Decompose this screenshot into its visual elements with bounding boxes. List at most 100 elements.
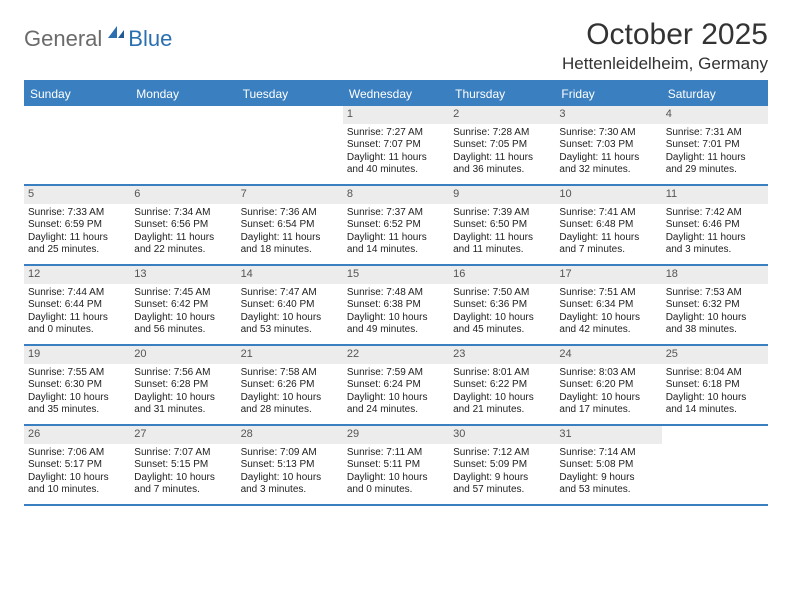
sunrise-text: Sunrise: 8:03 AM: [559, 367, 657, 380]
day-number: 7: [237, 186, 343, 204]
sunset-text: Sunset: 6:22 PM: [453, 379, 551, 392]
sunset-text: Sunset: 7:03 PM: [559, 139, 657, 152]
daylight2-text: and 14 minutes.: [666, 404, 764, 417]
header-row: General Blue October 2025 Hettenleidelhe…: [24, 18, 768, 74]
day-cell: 21Sunrise: 7:58 AMSunset: 6:26 PMDayligh…: [237, 346, 343, 424]
sunrise-text: Sunrise: 7:31 AM: [666, 127, 764, 140]
day-number: 21: [237, 346, 343, 364]
day-cell: 24Sunrise: 8:03 AMSunset: 6:20 PMDayligh…: [555, 346, 661, 424]
day-cell: 3Sunrise: 7:30 AMSunset: 7:03 PMDaylight…: [555, 106, 661, 184]
day-cell: 11Sunrise: 7:42 AMSunset: 6:46 PMDayligh…: [662, 186, 768, 264]
daylight1-text: Daylight: 10 hours: [559, 392, 657, 405]
day-cell: 18Sunrise: 7:53 AMSunset: 6:32 PMDayligh…: [662, 266, 768, 344]
day-cell: [24, 106, 130, 184]
sunset-text: Sunset: 5:08 PM: [559, 459, 657, 472]
day-cell: 23Sunrise: 8:01 AMSunset: 6:22 PMDayligh…: [449, 346, 555, 424]
day-cell: 6Sunrise: 7:34 AMSunset: 6:56 PMDaylight…: [130, 186, 236, 264]
sunset-text: Sunset: 7:07 PM: [347, 139, 445, 152]
sunset-text: Sunset: 5:09 PM: [453, 459, 551, 472]
day-cell: 7Sunrise: 7:36 AMSunset: 6:54 PMDaylight…: [237, 186, 343, 264]
daylight1-text: Daylight: 10 hours: [666, 312, 764, 325]
day-number: 11: [662, 186, 768, 204]
daylight2-text: and 18 minutes.: [241, 244, 339, 257]
daylight1-text: Daylight: 11 hours: [347, 152, 445, 165]
sunset-text: Sunset: 6:48 PM: [559, 219, 657, 232]
day-number: 22: [343, 346, 449, 364]
day-cell: 25Sunrise: 8:04 AMSunset: 6:18 PMDayligh…: [662, 346, 768, 424]
daylight1-text: Daylight: 10 hours: [28, 392, 126, 405]
sunset-text: Sunset: 7:01 PM: [666, 139, 764, 152]
day-cell: 29Sunrise: 7:11 AMSunset: 5:11 PMDayligh…: [343, 426, 449, 504]
daylight2-text: and 22 minutes.: [134, 244, 232, 257]
sunset-text: Sunset: 6:44 PM: [28, 299, 126, 312]
sunset-text: Sunset: 6:40 PM: [241, 299, 339, 312]
day-cell: 4Sunrise: 7:31 AMSunset: 7:01 PMDaylight…: [662, 106, 768, 184]
day-cell: 30Sunrise: 7:12 AMSunset: 5:09 PMDayligh…: [449, 426, 555, 504]
sunrise-text: Sunrise: 8:04 AM: [666, 367, 764, 380]
sunrise-text: Sunrise: 7:55 AM: [28, 367, 126, 380]
sunset-text: Sunset: 6:46 PM: [666, 219, 764, 232]
week-row: 12Sunrise: 7:44 AMSunset: 6:44 PMDayligh…: [24, 266, 768, 346]
sunset-text: Sunset: 6:26 PM: [241, 379, 339, 392]
day-number: 17: [555, 266, 661, 284]
sunrise-text: Sunrise: 7:36 AM: [241, 207, 339, 220]
week-row: 1Sunrise: 7:27 AMSunset: 7:07 PMDaylight…: [24, 106, 768, 186]
sunrise-text: Sunrise: 7:51 AM: [559, 287, 657, 300]
daylight1-text: Daylight: 11 hours: [134, 232, 232, 245]
sunrise-text: Sunrise: 7:47 AM: [241, 287, 339, 300]
sunset-text: Sunset: 6:32 PM: [666, 299, 764, 312]
daylight1-text: Daylight: 10 hours: [347, 312, 445, 325]
daylight1-text: Daylight: 10 hours: [28, 472, 126, 485]
daylight2-text: and 36 minutes.: [453, 164, 551, 177]
daylight2-text: and 32 minutes.: [559, 164, 657, 177]
daylight1-text: Daylight: 10 hours: [241, 392, 339, 405]
daylight2-text: and 40 minutes.: [347, 164, 445, 177]
daylight1-text: Daylight: 11 hours: [28, 312, 126, 325]
sunrise-text: Sunrise: 7:39 AM: [453, 207, 551, 220]
sunrise-text: Sunrise: 7:30 AM: [559, 127, 657, 140]
day-number: 16: [449, 266, 555, 284]
daylight1-text: Daylight: 10 hours: [559, 312, 657, 325]
daylight2-text: and 7 minutes.: [134, 484, 232, 497]
sunrise-text: Sunrise: 7:12 AM: [453, 447, 551, 460]
day-number: 4: [662, 106, 768, 124]
logo-text-1: General: [24, 26, 102, 52]
day-number: 31: [555, 426, 661, 444]
sunrise-text: Sunrise: 7:50 AM: [453, 287, 551, 300]
dow-row: Sunday Monday Tuesday Wednesday Thursday…: [24, 82, 768, 106]
daylight1-text: Daylight: 11 hours: [559, 232, 657, 245]
day-number: 5: [24, 186, 130, 204]
sunrise-text: Sunrise: 7:33 AM: [28, 207, 126, 220]
day-number: 18: [662, 266, 768, 284]
dow-sunday: Sunday: [24, 82, 130, 106]
day-number: 19: [24, 346, 130, 364]
day-cell: 1Sunrise: 7:27 AMSunset: 7:07 PMDaylight…: [343, 106, 449, 184]
daylight2-text: and 3 minutes.: [666, 244, 764, 257]
daylight1-text: Daylight: 11 hours: [241, 232, 339, 245]
daylight2-text: and 56 minutes.: [134, 324, 232, 337]
sunset-text: Sunset: 6:30 PM: [28, 379, 126, 392]
daylight2-text: and 10 minutes.: [28, 484, 126, 497]
calendar-page: General Blue October 2025 Hettenleidelhe…: [0, 0, 792, 516]
daylight2-text: and 49 minutes.: [347, 324, 445, 337]
sunrise-text: Sunrise: 7:14 AM: [559, 447, 657, 460]
sunset-text: Sunset: 5:13 PM: [241, 459, 339, 472]
day-cell: 5Sunrise: 7:33 AMSunset: 6:59 PMDaylight…: [24, 186, 130, 264]
day-cell: 15Sunrise: 7:48 AMSunset: 6:38 PMDayligh…: [343, 266, 449, 344]
day-number: 2: [449, 106, 555, 124]
day-number: 20: [130, 346, 236, 364]
day-cell: 31Sunrise: 7:14 AMSunset: 5:08 PMDayligh…: [555, 426, 661, 504]
daylight2-text: and 17 minutes.: [559, 404, 657, 417]
day-cell: 8Sunrise: 7:37 AMSunset: 6:52 PMDaylight…: [343, 186, 449, 264]
day-cell: 17Sunrise: 7:51 AMSunset: 6:34 PMDayligh…: [555, 266, 661, 344]
daylight1-text: Daylight: 11 hours: [453, 232, 551, 245]
sunset-text: Sunset: 5:11 PM: [347, 459, 445, 472]
day-cell: [130, 106, 236, 184]
daylight1-text: Daylight: 9 hours: [453, 472, 551, 485]
daylight2-text: and 53 minutes.: [559, 484, 657, 497]
day-number: 3: [555, 106, 661, 124]
daylight1-text: Daylight: 10 hours: [347, 392, 445, 405]
week-row: 19Sunrise: 7:55 AMSunset: 6:30 PMDayligh…: [24, 346, 768, 426]
sunset-text: Sunset: 6:59 PM: [28, 219, 126, 232]
weeks-container: 1Sunrise: 7:27 AMSunset: 7:07 PMDaylight…: [24, 106, 768, 506]
